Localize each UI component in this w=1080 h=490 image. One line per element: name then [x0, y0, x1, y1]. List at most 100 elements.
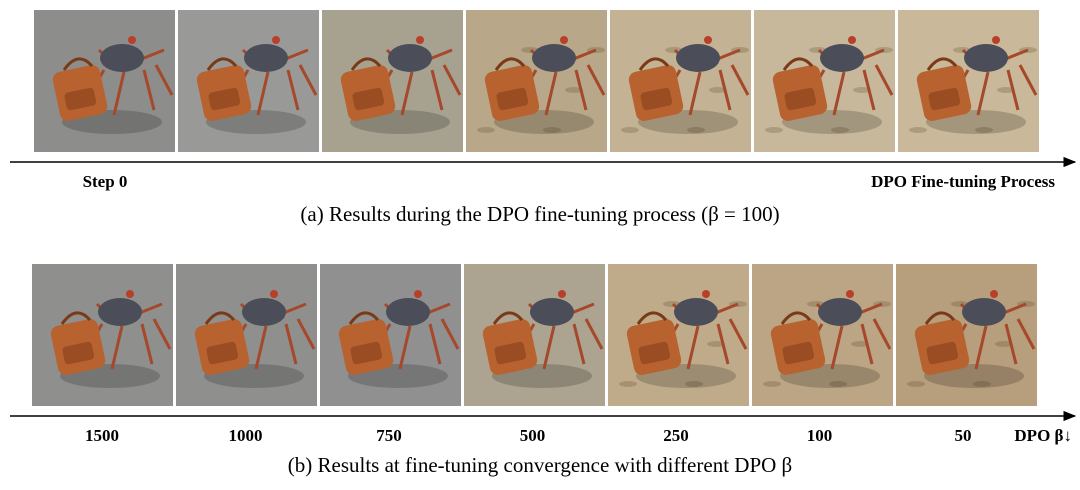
- caption-a: (a) Results during the DPO fine-tuning p…: [300, 202, 779, 226]
- image-tile: [896, 264, 1037, 406]
- sand-ripple: [973, 381, 991, 387]
- sand-ripple: [829, 381, 847, 387]
- crab-leg: [1018, 64, 1038, 96]
- crab-eye: [560, 36, 568, 44]
- sand-ripple: [543, 127, 561, 133]
- crab-leg: [688, 71, 702, 116]
- start-label: Step 0: [83, 172, 128, 191]
- crab-body: [242, 298, 286, 326]
- crab-leg: [1004, 323, 1018, 365]
- crab-leg: [718, 69, 732, 111]
- bag-handle: [638, 57, 670, 71]
- crab-leg: [112, 71, 126, 116]
- crab-leg: [140, 323, 154, 365]
- bag-handle: [350, 57, 382, 71]
- crab-leg: [716, 323, 730, 365]
- crab-eye: [126, 290, 134, 298]
- bag-pocket: [64, 87, 97, 111]
- crab-eye: [270, 290, 278, 298]
- crab-eye: [272, 36, 280, 44]
- sand-ripple: [687, 127, 705, 133]
- beta-label: 100: [807, 426, 833, 445]
- crab-leg: [110, 325, 124, 370]
- image-grid: [32, 10, 1039, 406]
- crab-leg: [544, 71, 558, 116]
- sand-ripple: [685, 381, 703, 387]
- bag-handle: [926, 57, 958, 71]
- crab-eye: [992, 36, 1000, 44]
- crab-leg: [974, 325, 988, 370]
- image-tile: [752, 264, 893, 406]
- crab-leg: [1006, 69, 1020, 111]
- crab-leg: [142, 69, 156, 111]
- crab-leg: [442, 64, 462, 96]
- image-tile: [34, 10, 175, 152]
- bag-pocket: [350, 341, 383, 365]
- sand-ripple: [765, 127, 783, 133]
- bag-handle: [492, 311, 524, 325]
- sand-ripple: [995, 341, 1013, 347]
- crab-leg: [862, 69, 876, 111]
- crab-leg: [256, 71, 270, 116]
- image-tile: [32, 264, 173, 406]
- sand-ripple: [853, 87, 871, 93]
- sand-ripple: [831, 127, 849, 133]
- beta-label: 50: [955, 426, 972, 445]
- bag-handle: [206, 57, 238, 71]
- sand-ripple: [709, 87, 727, 93]
- end-label-b: DPO β↓: [1014, 426, 1072, 445]
- beta-labels: 1500 1000 750 500 250 100 50: [85, 426, 972, 445]
- crab-leg: [430, 69, 444, 111]
- crab-eye: [848, 36, 856, 44]
- sand-ripple: [619, 381, 637, 387]
- sand-ripple: [763, 381, 781, 387]
- crab-leg: [874, 64, 894, 96]
- bag-pocket: [928, 87, 961, 111]
- crab-leg: [152, 318, 172, 350]
- bag-handle: [494, 57, 526, 71]
- image-tile: [322, 10, 463, 152]
- crab-leg: [584, 318, 604, 350]
- crab-leg: [832, 71, 846, 116]
- sand-ripple: [909, 127, 927, 133]
- crab-leg: [400, 71, 414, 116]
- beta-label: 1000: [229, 426, 263, 445]
- image-tile: [898, 10, 1039, 152]
- bag-handle: [62, 57, 94, 71]
- crab-eye: [128, 36, 136, 44]
- sand-ripple: [621, 127, 639, 133]
- crab-body: [244, 44, 288, 72]
- crab-leg: [298, 64, 318, 96]
- bag-pocket: [352, 87, 385, 111]
- image-tile: [176, 264, 317, 406]
- crab-leg: [1016, 318, 1036, 350]
- image-tile: [754, 10, 895, 152]
- crab-leg: [286, 69, 300, 111]
- sand-ripple: [565, 87, 583, 93]
- beta-label: 250: [663, 426, 689, 445]
- sand-ripple: [851, 341, 869, 347]
- crab-leg: [572, 323, 586, 365]
- crab-body: [676, 44, 720, 72]
- bag-pocket: [782, 341, 815, 365]
- bag-pocket: [496, 87, 529, 111]
- crab-leg: [254, 325, 268, 370]
- crab-leg: [428, 323, 442, 365]
- crab-leg: [728, 318, 748, 350]
- crab-leg: [574, 69, 588, 111]
- image-tile: [464, 264, 605, 406]
- sand-ripple: [997, 87, 1015, 93]
- crab-body: [532, 44, 576, 72]
- crab-leg: [860, 323, 874, 365]
- bag-pocket: [494, 341, 527, 365]
- image-tile: [466, 10, 607, 152]
- crab-leg: [872, 318, 892, 350]
- bag-handle: [924, 311, 956, 325]
- crab-leg: [830, 325, 844, 370]
- crab-eye: [846, 290, 854, 298]
- bag-pocket: [784, 87, 817, 111]
- bag-pocket: [62, 341, 95, 365]
- crab-body: [964, 44, 1008, 72]
- bag-handle: [60, 311, 92, 325]
